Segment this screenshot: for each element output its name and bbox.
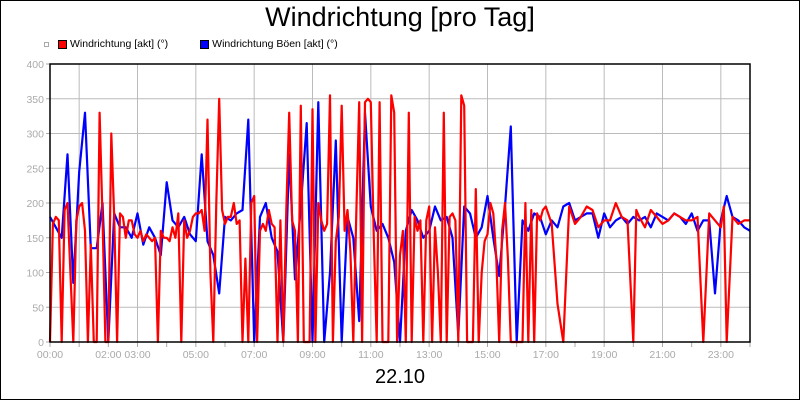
legend-item-wind-direction[interactable]: Windrichtung [akt] (°) xyxy=(58,38,168,50)
y-tick-label: 50 xyxy=(32,302,44,314)
legend-label: Windrichtung [akt] (°) xyxy=(70,38,169,50)
x-tick-label: 23:00 xyxy=(708,349,734,361)
x-tick-label: 07:00 xyxy=(241,349,267,361)
x-tick-label: 13:00 xyxy=(416,349,442,361)
date-label: 22.10 xyxy=(374,366,426,388)
legend-toggle-icon[interactable] xyxy=(44,41,49,47)
legend-swatch-blue xyxy=(200,39,210,49)
chart-legend: Windrichtung [akt] (°) Windrichtung Böen… xyxy=(44,38,370,50)
chart-title: Windrichtung [pro Tag] xyxy=(265,2,535,32)
x-tick-label: 11:00 xyxy=(358,349,384,361)
x-tick-label: 05:00 xyxy=(183,349,209,361)
x-tick-label: 15:00 xyxy=(474,349,500,361)
x-tick-label: 00:00 xyxy=(37,349,63,361)
legend-item-gust-direction[interactable]: Windrichtung Böen [akt] (°) xyxy=(200,38,338,50)
x-tick-label: 02:00 xyxy=(95,349,121,361)
data-series xyxy=(48,94,751,344)
x-tick-label: 03:00 xyxy=(124,349,150,361)
y-tick-label: 300 xyxy=(26,129,44,141)
grid-lines xyxy=(50,63,750,343)
y-tick-label: 100 xyxy=(26,268,44,280)
y-tick-label: 150 xyxy=(26,233,44,245)
y-tick-label: 250 xyxy=(26,163,44,175)
x-tick-label: 19:00 xyxy=(591,349,617,361)
legend-swatch-red xyxy=(58,39,67,49)
x-tick-label: 09:00 xyxy=(299,349,325,361)
x-tick-label: 17:00 xyxy=(533,349,559,361)
plot-border xyxy=(49,63,751,343)
legend-label: Windrichtung Böen [akt] (°) xyxy=(212,38,338,50)
series-gust-direction-line xyxy=(49,101,751,344)
y-tick-label: 400 xyxy=(26,59,44,71)
y-tick-label: 200 xyxy=(26,198,44,210)
x-tick-label: 21:00 xyxy=(649,349,675,361)
y-tick-label: 350 xyxy=(26,94,44,106)
y-tick-label: 0 xyxy=(38,337,44,349)
axes: 0 50 100 150 200 250 300 350 400 00:00 02:00 03:00 0… xyxy=(26,59,751,361)
